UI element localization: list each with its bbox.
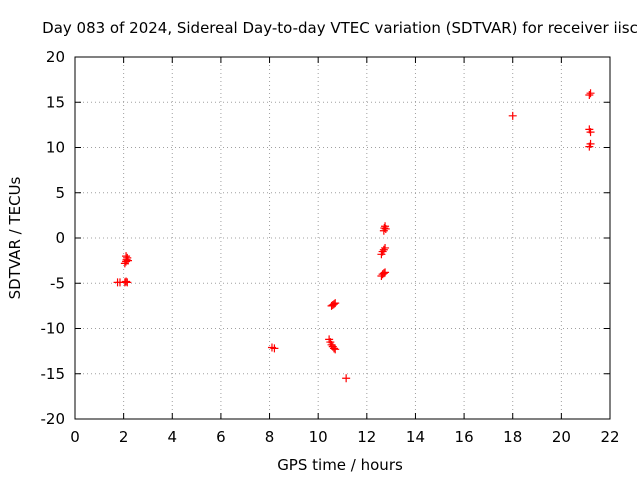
- x-tick-label: 8: [265, 428, 275, 446]
- x-tick-label: 0: [70, 428, 80, 446]
- y-tick-label: 10: [46, 139, 65, 157]
- y-axis-label: SDTVAR / TECUs: [6, 176, 24, 299]
- x-tick-label: 18: [503, 428, 522, 446]
- data-point: [379, 269, 388, 278]
- data-point: [331, 345, 340, 354]
- y-tick-label: -5: [50, 274, 65, 292]
- data-point: [124, 256, 133, 265]
- y-tick-label: 0: [55, 229, 65, 247]
- data-point: [586, 128, 595, 137]
- x-tick-label: 16: [455, 428, 474, 446]
- data-point: [508, 111, 517, 120]
- data-point: [586, 139, 595, 148]
- chart-title: Day 083 of 2024, Sidereal Day-to-day VTE…: [42, 19, 638, 37]
- x-tick-label: 20: [552, 428, 571, 446]
- data-point: [381, 268, 390, 277]
- data-point: [329, 300, 338, 309]
- data-point: [381, 243, 390, 252]
- data-point: [381, 224, 390, 233]
- data-point: [342, 374, 351, 383]
- x-axis-label: GPS time / hours: [277, 456, 403, 474]
- data-point: [331, 299, 340, 308]
- y-tick-label: 20: [46, 48, 65, 66]
- data-point: [329, 344, 338, 353]
- data-point: [380, 224, 389, 233]
- x-tick-label: 10: [309, 428, 328, 446]
- x-tick-label: 22: [600, 428, 619, 446]
- axis-ticks: 0 2 4 6 8 10 12 14 16 18 20 22 -20 -15 -10 -5 0 5 10 15 20: [41, 48, 620, 446]
- x-tick-label: 4: [167, 428, 177, 446]
- x-tick-label: 2: [119, 428, 129, 446]
- y-tick-label: -15: [41, 365, 66, 383]
- y-tick-label: -20: [41, 410, 66, 428]
- data-point: [585, 91, 594, 100]
- data-point: [379, 245, 388, 254]
- y-tick-label: -10: [41, 320, 66, 338]
- x-tick-label: 14: [406, 428, 425, 446]
- y-tick-label: 5: [55, 184, 65, 202]
- data-point: [123, 278, 132, 287]
- data-point: [270, 344, 279, 353]
- data-point: [122, 277, 131, 286]
- x-tick-label: 12: [357, 428, 376, 446]
- y-tick-label: 15: [46, 93, 65, 111]
- data-point: [122, 252, 131, 261]
- data-point: [586, 89, 595, 98]
- x-tick-label: 6: [216, 428, 226, 446]
- data-points: [113, 89, 595, 383]
